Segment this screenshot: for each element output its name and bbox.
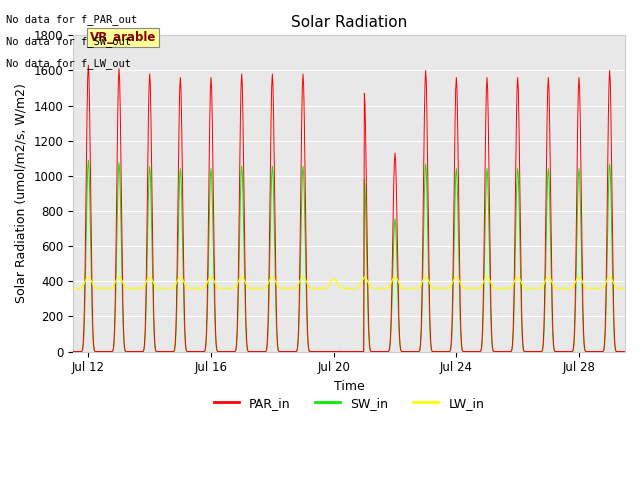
Text: No data for f_SW_out: No data for f_SW_out: [6, 36, 131, 47]
Text: VR_arable: VR_arable: [90, 31, 156, 44]
Text: No data for f_PAR_out: No data for f_PAR_out: [6, 14, 138, 25]
Legend: PAR_in, SW_in, LW_in: PAR_in, SW_in, LW_in: [209, 392, 489, 415]
Title: Solar Radiation: Solar Radiation: [291, 15, 407, 30]
X-axis label: Time: Time: [333, 380, 364, 393]
Y-axis label: Solar Radiation (umol/m2/s, W/m2): Solar Radiation (umol/m2/s, W/m2): [15, 84, 28, 303]
Text: No data for f_LW_out: No data for f_LW_out: [6, 58, 131, 69]
